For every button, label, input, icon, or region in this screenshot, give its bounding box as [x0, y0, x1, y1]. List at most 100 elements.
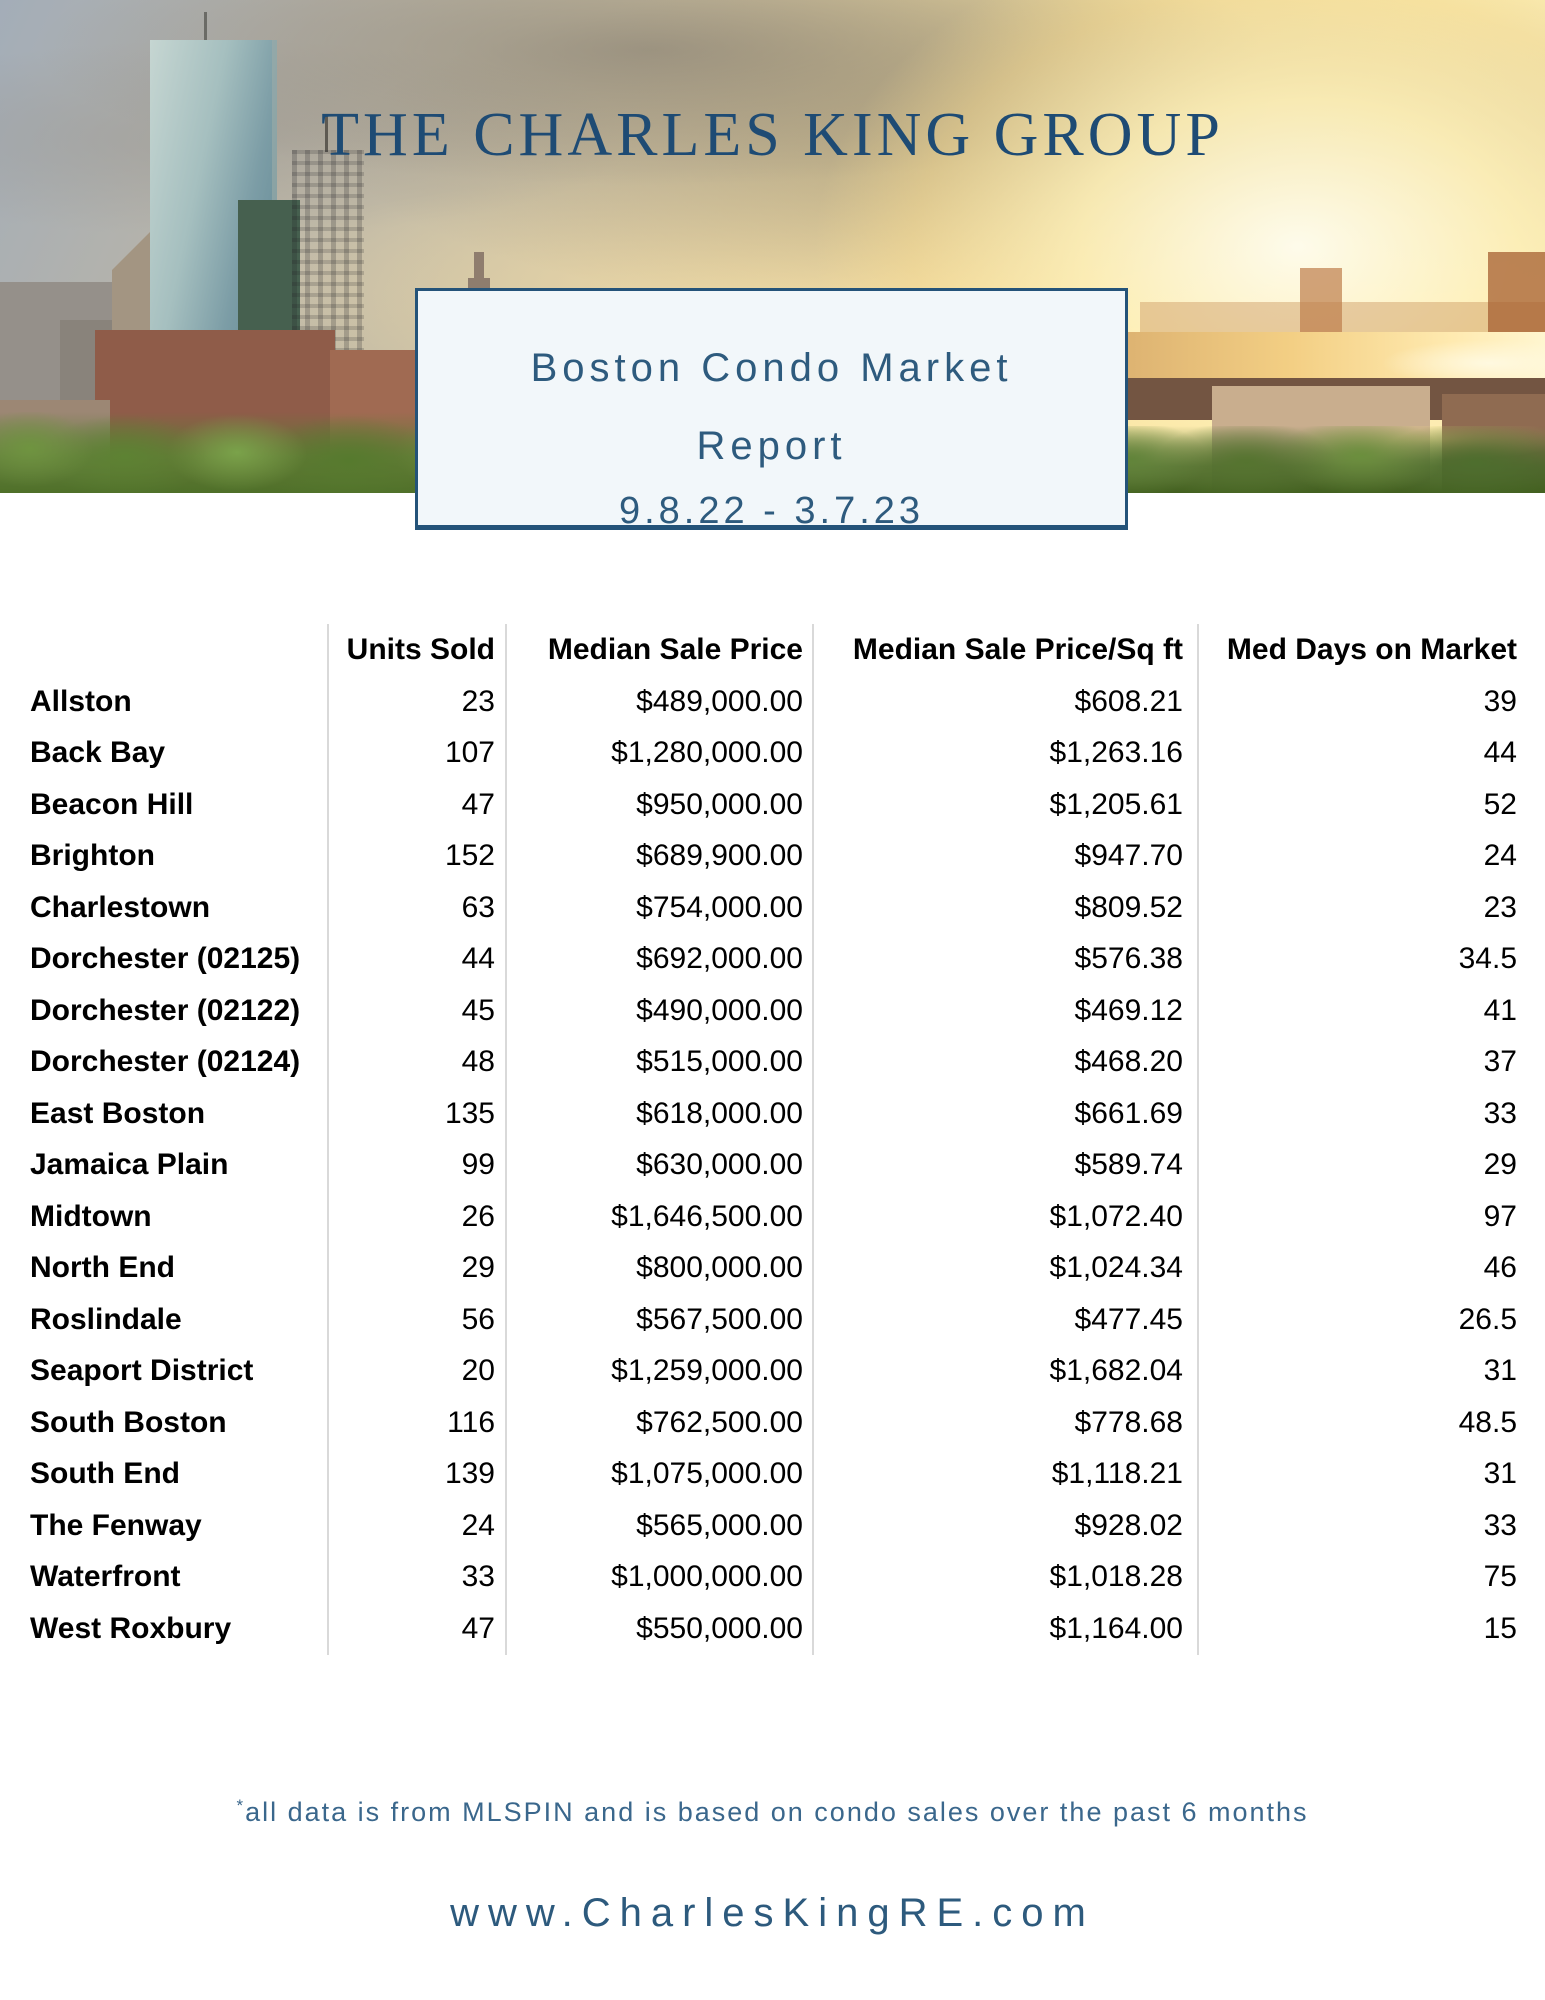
median-sale-price-cell: $692,000.00 — [505, 933, 812, 985]
prudential-antenna — [325, 116, 328, 152]
med-days-on-market-cell: 44 — [1197, 727, 1545, 779]
church-spire-base — [468, 278, 490, 290]
median-price-sqft-cell: $468.20 — [812, 1036, 1197, 1088]
median-sale-price-cell: $1,280,000.00 — [505, 727, 812, 779]
neighborhood-cell: South End — [30, 1457, 180, 1491]
med-days-on-market-cell: 41 — [1197, 985, 1545, 1037]
med-days-on-market-cell: 46 — [1197, 1242, 1545, 1294]
median-sale-price-cell: $1,646,500.00 — [505, 1191, 812, 1243]
median-price-sqft-cell: $469.12 — [812, 985, 1197, 1037]
median-price-sqft-cell: $947.70 — [812, 830, 1197, 882]
neighborhood-cell: Allston — [30, 684, 132, 718]
trees-right — [1085, 426, 1545, 493]
median-sale-price-cell: $1,259,000.00 — [505, 1345, 812, 1397]
neighborhood-cell: Midtown — [30, 1199, 152, 1233]
median-sale-price-cell: $618,000.00 — [505, 1088, 812, 1140]
median-price-sqft-cell: $1,072.40 — [812, 1191, 1197, 1243]
hero-photo — [0, 0, 1545, 493]
report-title-box: Boston Condo Market Report 9.8.22 - 3.7.… — [415, 288, 1128, 532]
median-price-sqft-cell: $589.74 — [812, 1139, 1197, 1191]
units-sold-cell: 33 — [327, 1551, 505, 1603]
med-days-on-market-cell: 31 — [1197, 1448, 1545, 1500]
median-sale-price-cell: $1,000,000.00 — [505, 1551, 812, 1603]
neighborhood-cell: Charlestown — [30, 890, 211, 924]
med-days-on-market-cell: 39 — [1197, 676, 1545, 728]
units-sold-cell: 45 — [327, 985, 505, 1037]
units-sold-cell: 26 — [327, 1191, 505, 1243]
column-header-median-sale-price: Median Sale Price — [505, 624, 812, 676]
median-price-sqft-cell: $928.02 — [812, 1500, 1197, 1552]
median-price-sqft-cell: $778.68 — [812, 1397, 1197, 1449]
neighborhood-cell: Dorchester (02122) — [30, 993, 301, 1027]
med-days-on-market-cell: 37 — [1197, 1036, 1545, 1088]
column-header-median-price-sqft: Median Sale Price/Sq ft — [812, 624, 1197, 676]
tower-antenna — [204, 12, 207, 42]
units-sold-cell: 107 — [327, 727, 505, 779]
table-corner-cell — [0, 624, 327, 676]
units-sold-cell: 24 — [327, 1500, 505, 1552]
median-sale-price-cell: $800,000.00 — [505, 1242, 812, 1294]
median-sale-price-cell: $762,500.00 — [505, 1397, 812, 1449]
report-date-range: 9.8.22 - 3.7.23 — [618, 490, 925, 532]
neighborhood-cell: Waterfront — [30, 1560, 181, 1594]
website-url: www.CharlesKingRE.com — [450, 1891, 1095, 1935]
median-sale-price-cell: $567,500.00 — [505, 1294, 812, 1346]
med-days-on-market-cell: 48.5 — [1197, 1397, 1545, 1449]
median-sale-price-cell: $689,900.00 — [505, 830, 812, 882]
neighborhood-cell: South Boston — [30, 1405, 227, 1439]
units-sold-cell: 29 — [327, 1242, 505, 1294]
median-price-sqft-cell: $1,118.21 — [812, 1448, 1197, 1500]
charles-river — [1085, 332, 1545, 384]
median-price-sqft-cell: $477.45 — [812, 1294, 1197, 1346]
median-price-sqft-cell: $1,205.61 — [812, 779, 1197, 831]
market-table: Units Sold Median Sale Price Median Sale… — [0, 624, 1545, 1655]
median-price-sqft-cell: $1,018.28 — [812, 1551, 1197, 1603]
median-sale-price-cell: $754,000.00 — [505, 882, 812, 934]
neighborhood-cell: Dorchester (02125) — [30, 942, 301, 976]
units-sold-cell: 99 — [327, 1139, 505, 1191]
median-sale-price-cell: $490,000.00 — [505, 985, 812, 1037]
median-price-sqft-cell: $1,263.16 — [812, 727, 1197, 779]
med-days-on-market-cell: 33 — [1197, 1088, 1545, 1140]
med-days-on-market-cell: 33 — [1197, 1500, 1545, 1552]
med-days-on-market-cell: 15 — [1197, 1603, 1545, 1655]
units-sold-cell: 139 — [327, 1448, 505, 1500]
median-sale-price-cell: $489,000.00 — [505, 676, 812, 728]
neighborhood-cell: Roslindale — [30, 1302, 182, 1336]
median-sale-price-cell: $950,000.00 — [505, 779, 812, 831]
neighborhood-cell: Jamaica Plain — [30, 1148, 229, 1182]
med-days-on-market-cell: 34.5 — [1197, 933, 1545, 985]
neighborhood-cell: Brighton — [30, 839, 155, 873]
units-sold-cell: 116 — [327, 1397, 505, 1449]
units-sold-cell: 44 — [327, 933, 505, 985]
neighborhood-cell: West Roxbury — [30, 1611, 232, 1645]
units-sold-cell: 20 — [327, 1345, 505, 1397]
report-title-line2: Report — [696, 424, 847, 468]
median-price-sqft-cell: $809.52 — [812, 882, 1197, 934]
footnote-text: all data is from MLSPIN and is based on … — [245, 1797, 1309, 1827]
median-price-sqft-cell: $608.21 — [812, 676, 1197, 728]
units-sold-cell: 47 — [327, 1603, 505, 1655]
units-sold-cell: 47 — [327, 779, 505, 831]
column-header-med-days-on-market: Med Days on Market — [1197, 624, 1545, 676]
units-sold-cell: 63 — [327, 882, 505, 934]
median-price-sqft-cell: $1,024.34 — [812, 1242, 1197, 1294]
med-days-on-market-cell: 97 — [1197, 1191, 1545, 1243]
neighborhood-cell: Beacon Hill — [30, 787, 194, 821]
med-days-on-market-cell: 23 — [1197, 882, 1545, 934]
med-days-on-market-cell: 26.5 — [1197, 1294, 1545, 1346]
church-spire — [474, 252, 484, 288]
med-days-on-market-cell: 75 — [1197, 1551, 1545, 1603]
med-days-on-market-cell: 29 — [1197, 1139, 1545, 1191]
footnote-asterisk: * — [236, 1796, 246, 1815]
median-sale-price-cell: $565,000.00 — [505, 1500, 812, 1552]
median-sale-price-cell: $550,000.00 — [505, 1603, 812, 1655]
neighborhood-cell: East Boston — [30, 1096, 206, 1130]
units-sold-cell: 152 — [327, 830, 505, 882]
neighborhood-cell: North End — [30, 1251, 175, 1285]
neighborhood-cell: The Fenway — [30, 1508, 202, 1542]
med-days-on-market-cell: 24 — [1197, 830, 1545, 882]
median-price-sqft-cell: $661.69 — [812, 1088, 1197, 1140]
neighborhood-cell: Back Bay — [30, 736, 166, 770]
